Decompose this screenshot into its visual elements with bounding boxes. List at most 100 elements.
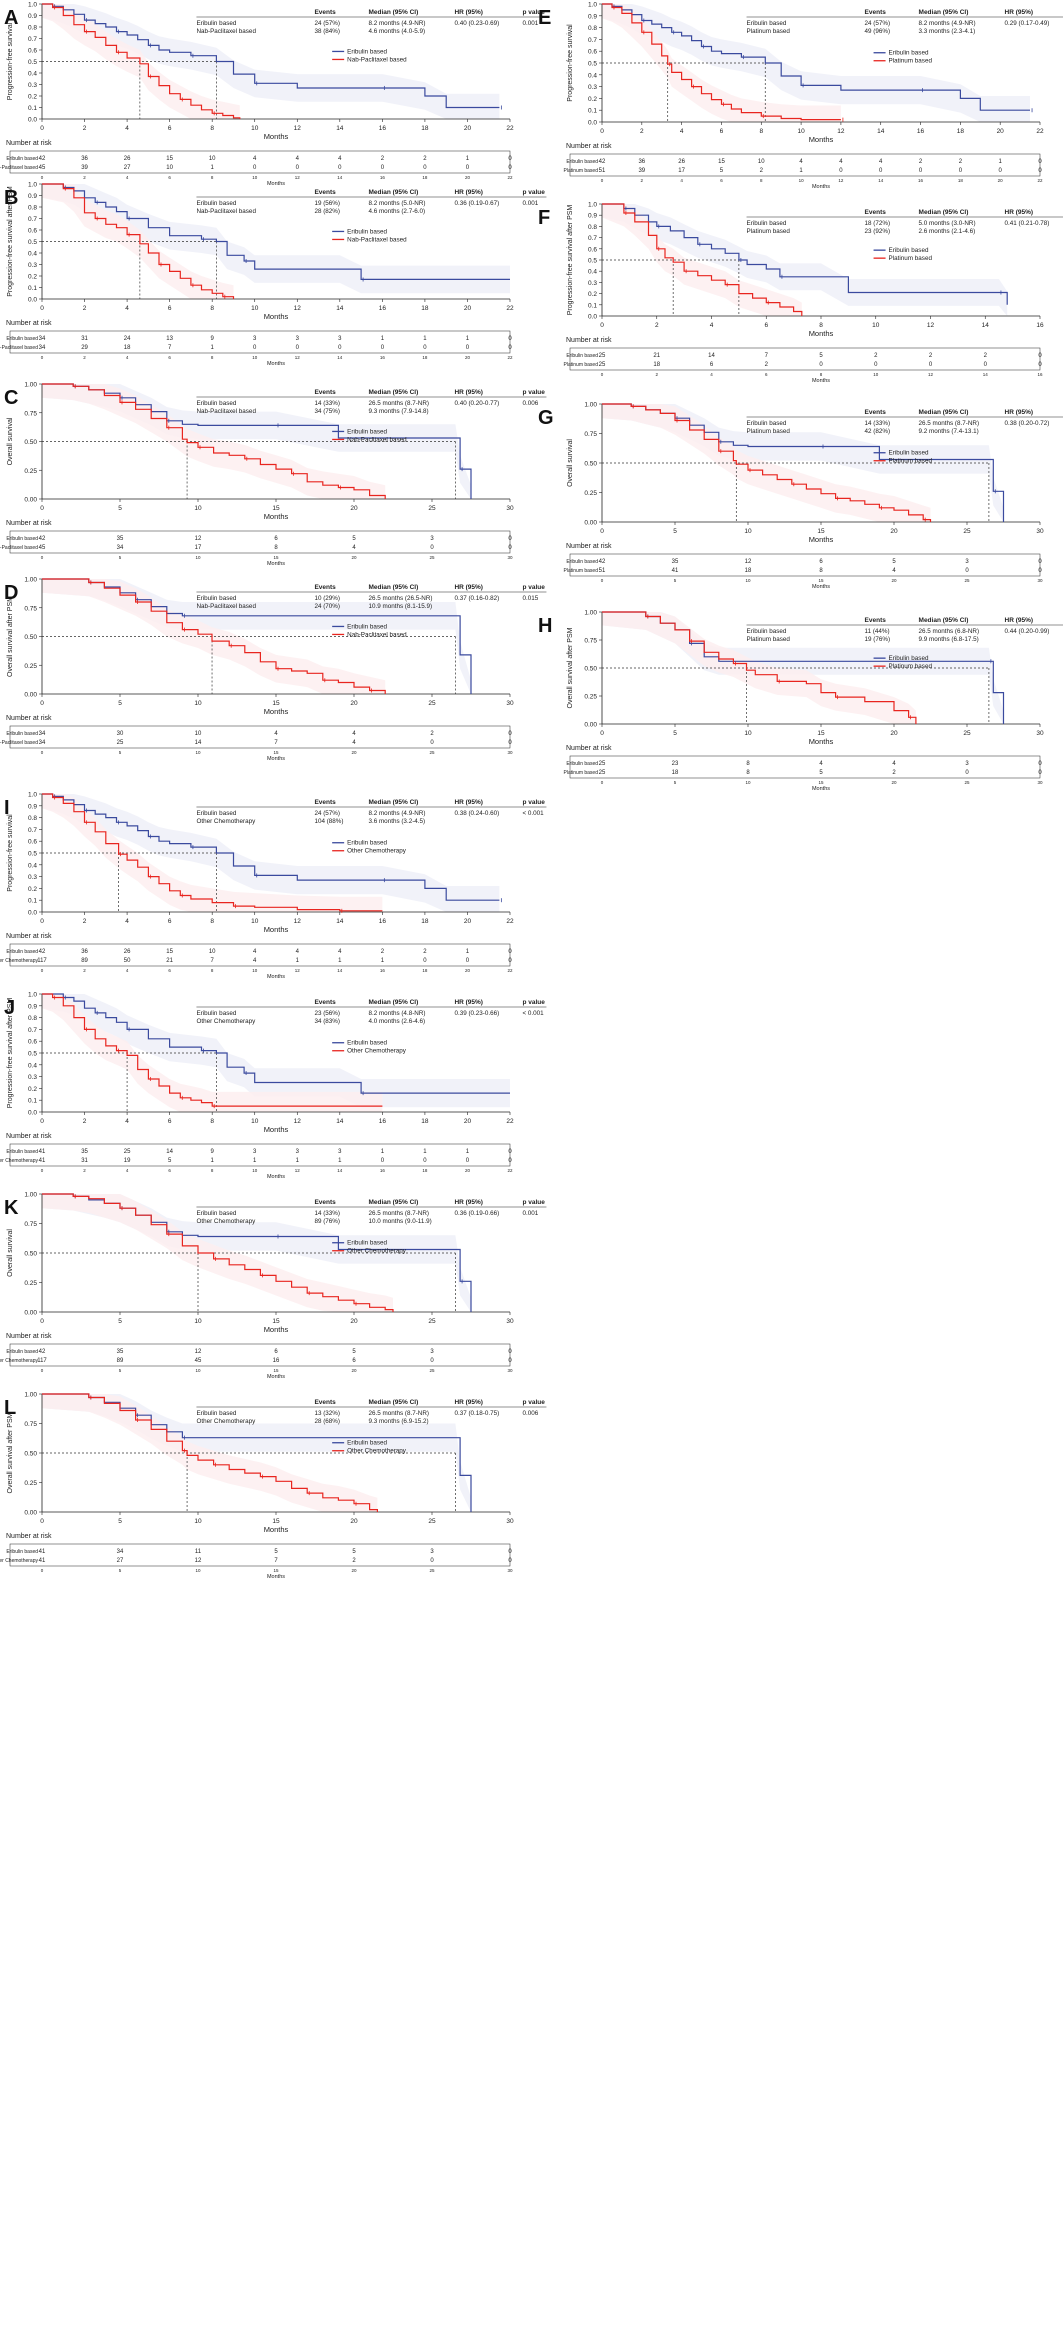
- risk-tick-label: 5: [674, 780, 677, 785]
- x-tick-label: 5: [118, 1518, 122, 1525]
- risk-value: 0: [253, 345, 257, 351]
- risk-axis-label: Months: [267, 1174, 285, 1180]
- risk-tick-label: 10: [195, 1568, 201, 1573]
- stats-cell: 26.5 months (8.7-NR): [368, 1410, 429, 1417]
- risk-value: 3: [430, 1549, 434, 1555]
- x-axis-label: Months: [264, 132, 289, 141]
- y-tick-label: 0.00: [24, 497, 37, 504]
- stats-cell: 4.6 months (4.0-5.9): [368, 28, 425, 35]
- ci-band: [602, 204, 1008, 316]
- ci-band: [42, 1394, 378, 1512]
- panel-letter: J: [4, 997, 16, 1019]
- stats-header: Events: [314, 1199, 336, 1206]
- y-tick-label: 0.8: [588, 25, 597, 32]
- x-tick-label: 22: [506, 918, 514, 925]
- risk-value: 42: [39, 156, 46, 162]
- risk-tick-label: 10: [195, 750, 201, 755]
- risk-value: 24: [124, 336, 131, 342]
- risk-tick-label: 0: [601, 578, 604, 583]
- risk-value: 7: [274, 1558, 278, 1564]
- stats-group-label: Nab-Paclitaxel based: [196, 603, 256, 610]
- y-tick-label: 0.9: [28, 193, 37, 200]
- y-tick-label: 1.00: [24, 382, 37, 389]
- stats-cell: 0.36 (0.19-0.66): [454, 1210, 499, 1217]
- risk-value: 42: [599, 159, 606, 165]
- stats-cell: 19 (56%): [314, 200, 340, 207]
- y-tick-label: 0.00: [24, 692, 37, 699]
- stats-header: Median (95% CI): [368, 189, 418, 196]
- risk-value: 5: [168, 1158, 172, 1164]
- stats-header: HR (95%): [454, 1199, 483, 1206]
- x-tick-label: 0: [40, 1518, 44, 1525]
- risk-tick-label: 8: [211, 355, 214, 360]
- risk-tick-label: 5: [119, 555, 122, 560]
- legend-label: Eribulin based: [889, 247, 929, 254]
- risk-value: 4: [253, 949, 257, 955]
- legend-label: Eribulin based: [889, 450, 929, 457]
- legend-label: Nab-Paclitaxel based: [347, 436, 407, 443]
- risk-tick-label: 12: [295, 355, 301, 360]
- risk-tick-label: 2: [83, 1168, 86, 1173]
- y-tick-label: 0.0: [588, 120, 597, 127]
- risk-axis-label: Months: [812, 786, 830, 792]
- ci-band: [42, 1194, 393, 1312]
- risk-tick-label: 14: [337, 1168, 343, 1173]
- x-tick-label: 5: [118, 700, 122, 707]
- x-tick-label: 15: [272, 700, 280, 707]
- survival-curve-comparator: [42, 3, 241, 119]
- risk-value: 21: [166, 958, 173, 964]
- x-axis-label: Months: [264, 707, 289, 716]
- risk-value: 0: [874, 362, 878, 368]
- km-chart-A: 0.00.10.20.30.40.50.60.70.80.91.00 2 4 6 8 10…: [0, 2, 547, 187]
- risk-value: 2: [929, 353, 933, 359]
- x-tick-label: 10: [194, 1518, 202, 1525]
- risk-tick-label: 12: [295, 175, 301, 180]
- risk-value: 3: [296, 336, 300, 342]
- risk-value: 0: [508, 156, 512, 162]
- risk-value: 29: [81, 345, 88, 351]
- risk-tick-label: 14: [878, 178, 884, 183]
- risk-value: 0: [430, 1558, 434, 1564]
- risk-tick-label: 16: [918, 178, 924, 183]
- risk-tick-label: 10: [745, 578, 751, 583]
- km-chart-L: 0.000.250.500.751.000 5 10 15 20 25 30MonthsOv…: [0, 1392, 547, 1580]
- x-tick-label: 30: [1036, 528, 1044, 535]
- risk-value: 6: [274, 1349, 278, 1355]
- x-tick-label: 10: [251, 125, 259, 132]
- stats-header: Median (95% CI): [919, 617, 969, 624]
- risk-value: 1: [999, 159, 1003, 165]
- risk-table-title: Number at risk: [566, 543, 612, 550]
- risk-value: 0: [430, 740, 434, 746]
- risk-tick-label: 6: [168, 968, 171, 973]
- risk-tick-label: 16: [380, 968, 386, 973]
- risk-value: 42: [39, 949, 46, 955]
- risk-table-box: [9, 150, 511, 174]
- risk-value: 0: [338, 345, 342, 351]
- y-axis-label: Progression-free survival after PSM: [7, 186, 14, 297]
- risk-value: 4: [253, 958, 257, 964]
- risk-value: 3: [338, 336, 342, 342]
- y-tick-label: 0.3: [588, 84, 597, 91]
- risk-table-title: Number at risk: [6, 1133, 52, 1140]
- risk-value: 0: [508, 165, 512, 171]
- risk-value: 4: [253, 156, 257, 162]
- y-tick-label: 0.1: [588, 108, 597, 115]
- stats-cell: 104 (88%): [314, 818, 343, 825]
- risk-value: 5: [819, 770, 823, 776]
- x-tick-label: 2: [640, 128, 644, 135]
- risk-table-title: Number at risk: [566, 143, 612, 150]
- y-tick-label: 0.25: [584, 490, 597, 497]
- survival-curve-eribulin: [42, 793, 500, 901]
- x-tick-label: 30: [506, 1518, 514, 1525]
- risk-value: 0: [508, 1158, 512, 1164]
- risk-tick-label: 16: [380, 355, 386, 360]
- x-tick-label: 12: [294, 125, 302, 132]
- risk-tick-label: 0: [601, 372, 604, 377]
- km-chart-K: 0.000.250.500.751.000 5 10 15 20 25 30MonthsOv…: [0, 1192, 547, 1380]
- y-tick-label: 0.7: [28, 36, 37, 43]
- stats-header: p value: [522, 999, 545, 1006]
- legend-label: Eribulin based: [347, 1440, 387, 1447]
- stats-group-label: Other Chemotherapy: [196, 1418, 256, 1425]
- x-tick-label: 8: [759, 128, 763, 135]
- ci-band: [602, 4, 1030, 122]
